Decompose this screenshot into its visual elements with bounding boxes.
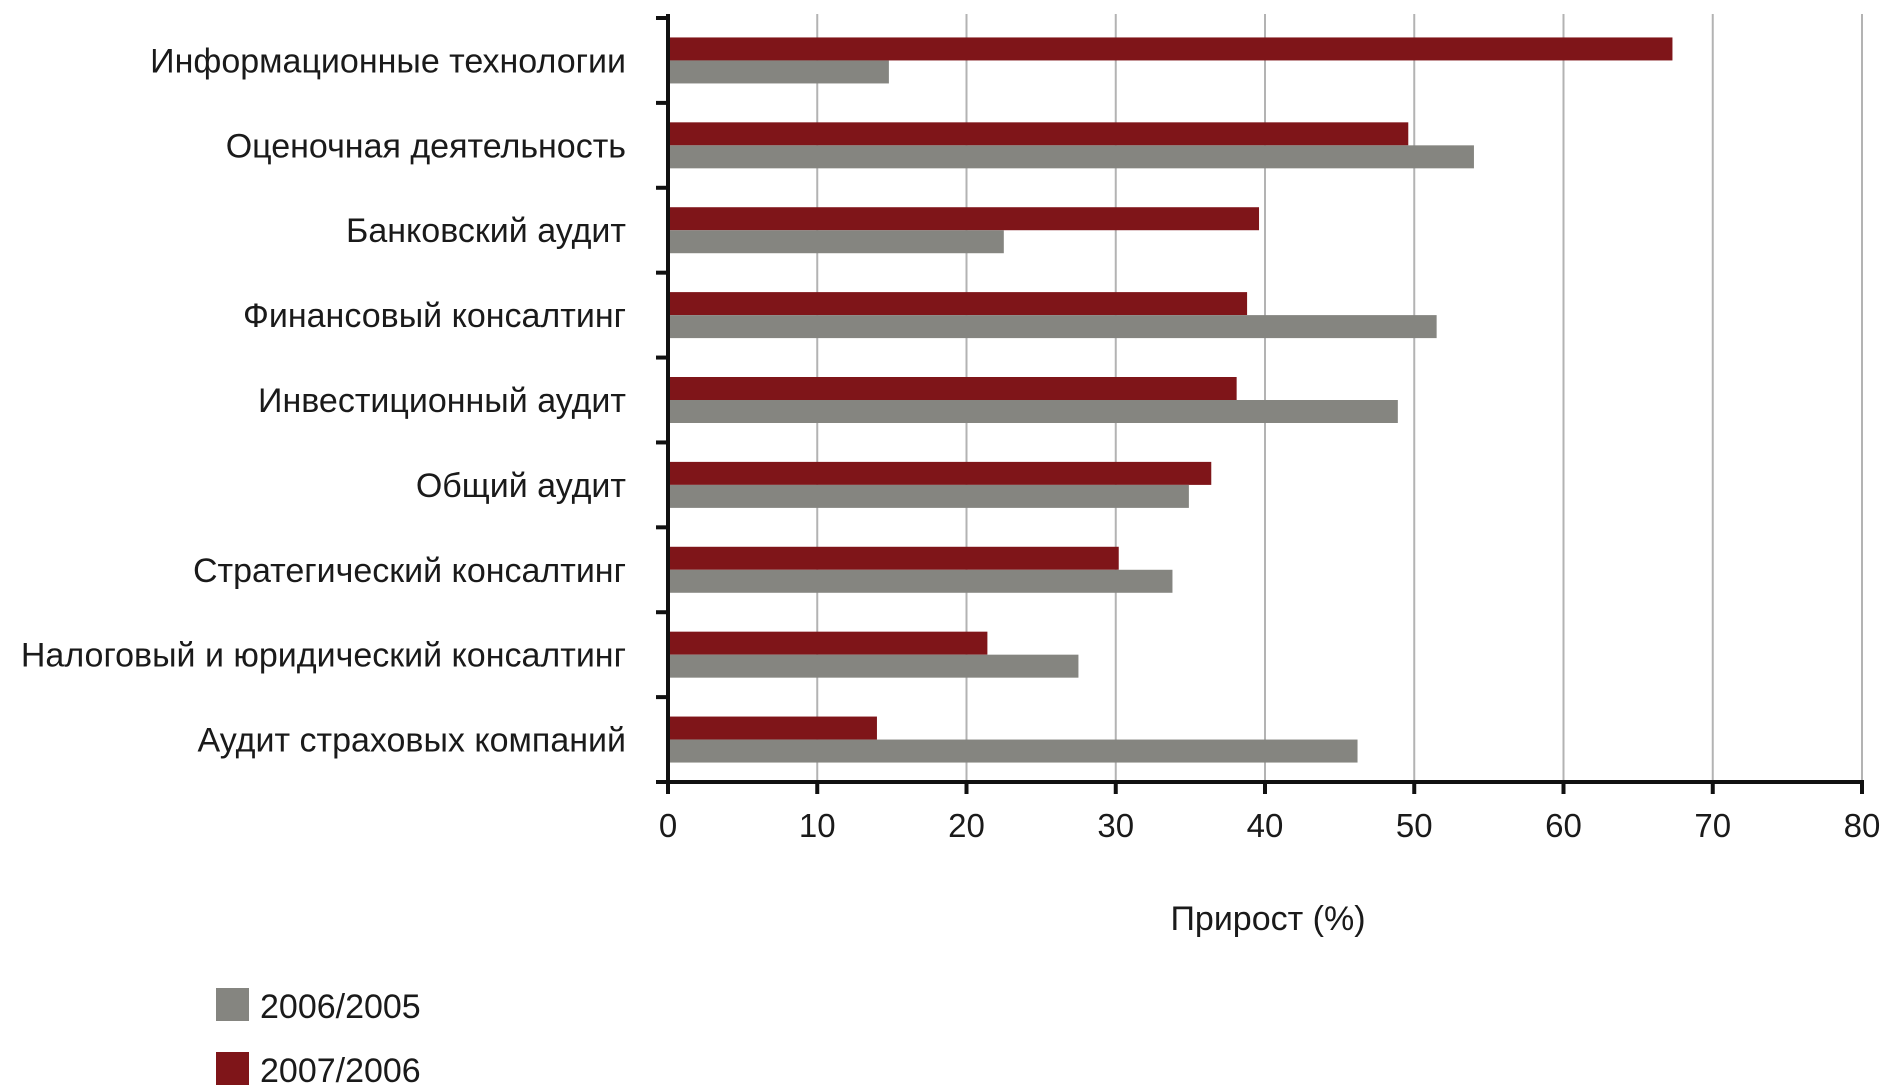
bar-2007-2006-3 — [668, 207, 1260, 231]
x-tick-label: 0 — [659, 807, 677, 844]
bar-2006-2005-5 — [668, 400, 1398, 423]
x-tick-label: 30 — [1097, 807, 1134, 844]
bar-2007-2006-4 — [668, 292, 1248, 316]
bar-2007-2006-7 — [668, 546, 1119, 570]
legend-swatch — [216, 1052, 249, 1085]
legend-swatch — [216, 988, 249, 1021]
legend: 2006/2005 2007/2006 — [216, 988, 421, 1086]
category-label: Банковский аудит — [346, 212, 626, 250]
axes — [656, 14, 1864, 794]
category-label: Инвестиционный аудит — [258, 382, 626, 420]
category-labels: Информационные технологии Оценочная деяте… — [21, 42, 626, 759]
bar-2006-2005-3 — [668, 230, 1004, 254]
x-tick-label: 40 — [1247, 807, 1284, 844]
x-axis-title: Прирост (%) — [1170, 900, 1365, 938]
legend-label: 2006/2005 — [260, 988, 421, 1026]
category-label: Общий аудит — [416, 467, 626, 505]
category-label: Финансовый консалтинг — [243, 297, 626, 335]
bar-2006-2005-6 — [668, 484, 1189, 508]
bar-2007-2006-5 — [668, 377, 1237, 400]
bar-2007-2006-1 — [668, 37, 1673, 61]
category-label: Оценочная деятельность — [226, 127, 626, 165]
legend-label: 2007/2006 — [260, 1052, 421, 1086]
x-tick-label: 50 — [1396, 807, 1433, 844]
bar-2007-2006-6 — [668, 461, 1212, 485]
category-label: Аудит страховых компаний — [197, 722, 626, 760]
bars — [668, 37, 1673, 763]
bar-2006-2005-9 — [668, 739, 1358, 763]
bar-2007-2006-9 — [668, 716, 877, 740]
category-label: Стратегический консалтинг — [193, 552, 626, 590]
bar-2007-2006-8 — [668, 631, 988, 655]
bar-2006-2005-2 — [668, 145, 1474, 169]
x-tick-label: 10 — [799, 807, 836, 844]
x-tick-label: 80 — [1844, 807, 1881, 844]
x-tick-label: 20 — [948, 807, 985, 844]
bar-2007-2006-2 — [668, 122, 1409, 146]
bar-2006-2005-7 — [668, 569, 1173, 593]
x-tick-label: 60 — [1545, 807, 1582, 844]
category-label: Информационные технологии — [150, 42, 626, 80]
bar-2006-2005-8 — [668, 654, 1079, 678]
bar-2006-2005-1 — [668, 60, 889, 84]
x-tick-labels: 0 10 20 30 40 50 60 70 80 — [659, 807, 1881, 844]
bar-2006-2005-4 — [668, 315, 1437, 339]
category-label: Налоговый и юридический консалтинг — [21, 637, 626, 675]
x-tick-label: 70 — [1694, 807, 1731, 844]
